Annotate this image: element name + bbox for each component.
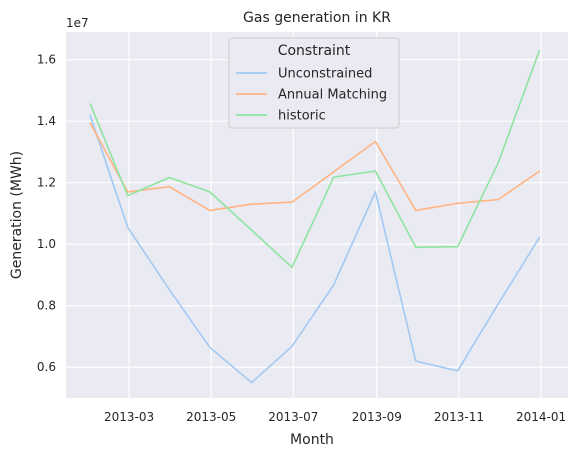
y-tick-label: 0.8 (37, 299, 56, 313)
chart-title: Gas generation in KR (243, 10, 391, 26)
legend-box (228, 37, 400, 129)
y-tick-label: 1.2 (37, 176, 56, 190)
series-lines (89, 49, 541, 384)
y-tick-label: 1.6 (37, 53, 56, 67)
x-tick-label: 2013-05 (186, 410, 236, 424)
y-offset-label: 1e7 (66, 16, 89, 30)
x-tick-label: 2013-11 (434, 410, 484, 424)
y-tick-label: 1.4 (37, 114, 56, 128)
x-tick-labels: 2013-03 2013-05 2013-07 2013-09 2013-11 2014-… (104, 410, 566, 424)
legend-items: Unconstrained Annual Matching historic (236, 67, 387, 124)
legend-label: Annual Matching (278, 88, 387, 103)
x-tick-label: 2013-03 (104, 410, 154, 424)
series-line-0 (89, 114, 541, 384)
legend-label: Unconstrained (278, 67, 372, 82)
series-line-1 (89, 122, 541, 212)
x-tick-label: 2013-09 (352, 410, 402, 424)
y-tick-label: 1.0 (37, 237, 56, 251)
legend: Constraint Unconstrained Annual Matching h… (228, 37, 400, 129)
y-tick-label: 0.6 (37, 360, 56, 374)
series-line-2 (89, 49, 541, 269)
x-tick-label: 2014-01 (516, 410, 566, 424)
y-axis-label: Generation (MWh) (9, 151, 25, 279)
y-tick-labels: 0.6 0.8 1.0 1.2 1.4 1.6 (37, 53, 56, 375)
legend-title: Constraint (278, 43, 351, 59)
x-axis-label: Month (290, 432, 334, 448)
legend-label: historic (278, 109, 326, 124)
x-tick-label: 2013-07 (268, 410, 318, 424)
